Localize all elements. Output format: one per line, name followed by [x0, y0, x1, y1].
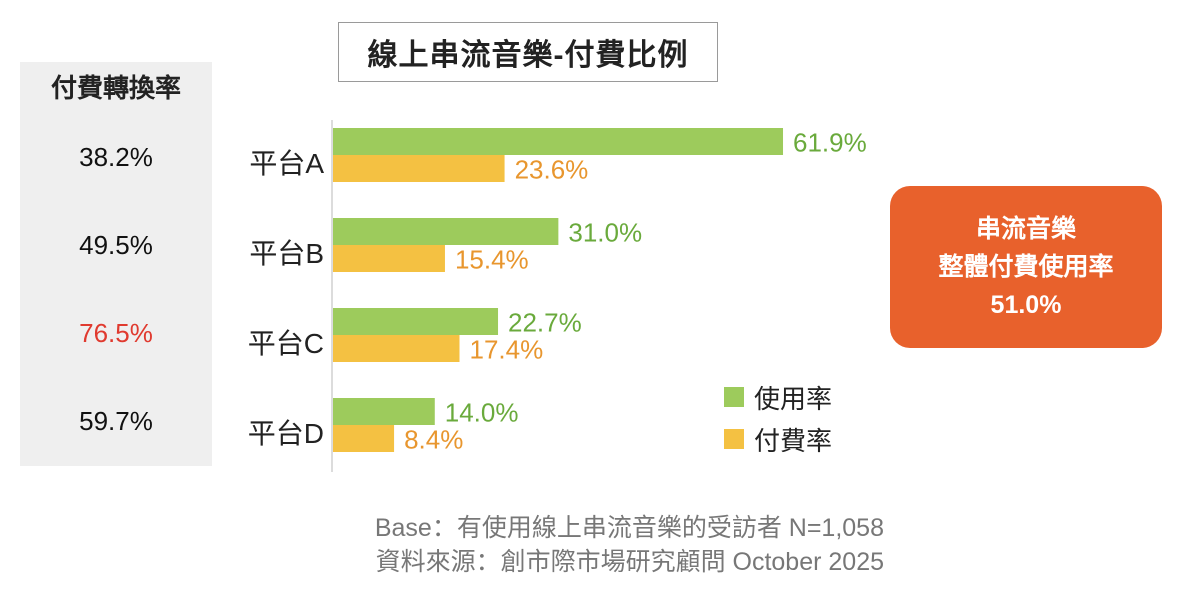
- bar-usage-3: [333, 398, 435, 425]
- legend-usage-swatch: [724, 387, 744, 407]
- category-label-platform-b: 平台B: [249, 238, 324, 269]
- data-label-paid-1: 15.4%: [455, 245, 529, 275]
- data-label-usage-0: 61.9%: [793, 128, 867, 158]
- conversion-rate-platform-d: 59.7%: [79, 406, 153, 436]
- bar-paid-2: [333, 335, 460, 362]
- legend-usage-label: 使用率: [754, 383, 833, 414]
- data-label-paid-3: 8.4%: [404, 425, 463, 455]
- bar-usage-0: [333, 128, 784, 155]
- legend-usage: 使用率: [724, 382, 832, 414]
- conversion-rate-platform-a: 38.2%: [79, 142, 153, 172]
- legend-paid-swatch: [724, 429, 744, 449]
- conversion-rate-header: 付費轉換率: [50, 73, 181, 103]
- data-label-usage-2: 22.7%: [508, 308, 582, 338]
- callout-line1: 串流音樂: [975, 215, 1076, 243]
- overall-paid-rate-callout: 串流音樂 整體付費使用率 51.0%: [890, 186, 1162, 348]
- bar-paid-0: [333, 155, 505, 182]
- bar-usage-1: [333, 218, 559, 245]
- category-label-platform-d: 平台D: [247, 418, 324, 449]
- legend-paid: 付費率: [724, 424, 832, 456]
- data-label-usage-3: 14.0%: [445, 398, 519, 428]
- chart-title: 線上串流音樂-付費比例: [338, 22, 718, 82]
- bar-group: 61.9% 23.6% 31.0% 15.4% 22.7%17.4% 14.0%8.4%: [333, 128, 867, 455]
- data-label-paid-0: 23.6%: [515, 155, 589, 185]
- conversion-rate-platform-b: 49.5%: [79, 230, 153, 260]
- data-label-usage-1: 31.0%: [568, 218, 642, 248]
- conversion-rate-panel: 付費轉換率 38.2% 49.5% 76.5% 59.7%: [20, 62, 212, 466]
- category-label-platform-c: 平台C: [247, 328, 324, 359]
- callout-value: 51.0%: [990, 291, 1062, 319]
- footer-base: Base：有使用線上串流音樂的受訪者 N=1,058: [374, 514, 884, 542]
- bar-paid-3: [333, 425, 395, 452]
- data-label-paid-2: 17.4%: [469, 335, 543, 365]
- legend-paid-label: 付費率: [754, 425, 833, 456]
- callout-line2: 整體付費使用率: [938, 253, 1114, 281]
- category-label-platform-a: 平台A: [249, 148, 324, 179]
- bar-paid-1: [333, 245, 445, 272]
- conversion-rate-platform-c: 76.5%: [79, 318, 153, 348]
- footer-source: 資料來源：創市際市場研究顧問 October 2025: [375, 548, 884, 576]
- bar-usage-2: [333, 308, 499, 335]
